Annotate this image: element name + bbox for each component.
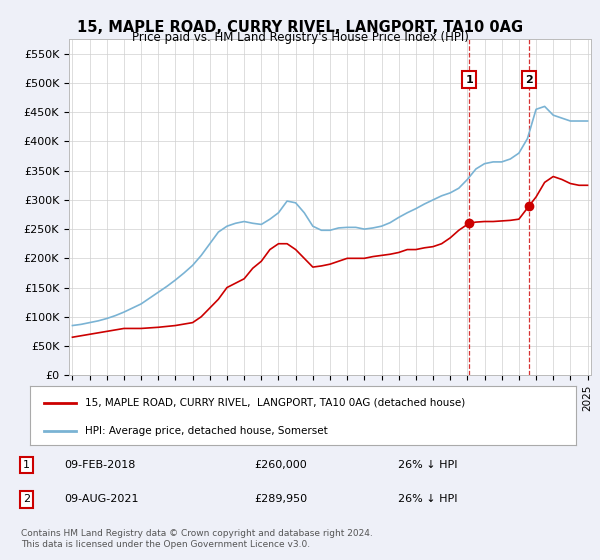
Text: 15, MAPLE ROAD, CURRY RIVEL, LANGPORT, TA10 0AG: 15, MAPLE ROAD, CURRY RIVEL, LANGPORT, T… bbox=[77, 20, 523, 35]
Text: 26% ↓ HPI: 26% ↓ HPI bbox=[398, 460, 457, 470]
Text: 2: 2 bbox=[23, 494, 30, 505]
Text: 15, MAPLE ROAD, CURRY RIVEL,  LANGPORT, TA10 0AG (detached house): 15, MAPLE ROAD, CURRY RIVEL, LANGPORT, T… bbox=[85, 398, 465, 408]
Text: 26% ↓ HPI: 26% ↓ HPI bbox=[398, 494, 457, 505]
Text: £260,000: £260,000 bbox=[254, 460, 307, 470]
Text: Contains HM Land Registry data © Crown copyright and database right 2024.
This d: Contains HM Land Registry data © Crown c… bbox=[21, 529, 373, 549]
Text: HPI: Average price, detached house, Somerset: HPI: Average price, detached house, Some… bbox=[85, 426, 328, 436]
Text: 1: 1 bbox=[23, 460, 30, 470]
Text: 09-FEB-2018: 09-FEB-2018 bbox=[64, 460, 135, 470]
Text: Price paid vs. HM Land Registry's House Price Index (HPI): Price paid vs. HM Land Registry's House … bbox=[131, 31, 469, 44]
Text: 1: 1 bbox=[465, 74, 473, 85]
Text: 09-AUG-2021: 09-AUG-2021 bbox=[64, 494, 139, 505]
Text: £289,950: £289,950 bbox=[254, 494, 307, 505]
Text: 2: 2 bbox=[526, 74, 533, 85]
